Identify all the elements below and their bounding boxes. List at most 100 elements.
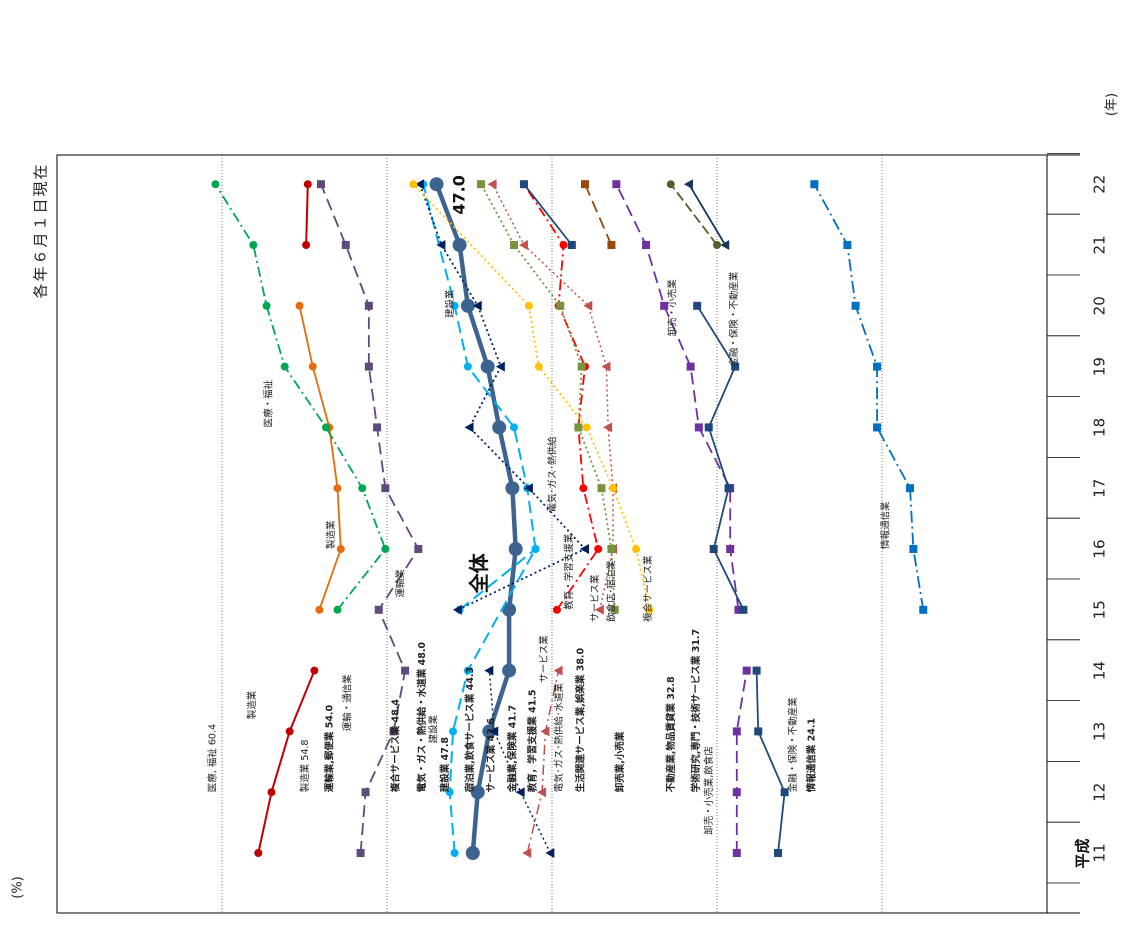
data-point <box>341 241 350 249</box>
data-point <box>660 301 669 310</box>
series-line <box>458 548 537 611</box>
series-finance2 <box>519 180 576 249</box>
data-point <box>534 362 543 371</box>
series-label: 医療・福祉 <box>263 379 275 427</box>
series-label: 卸売業,小売業 <box>614 731 626 792</box>
data-point <box>460 298 475 313</box>
data-point <box>774 849 783 857</box>
data-point <box>601 361 611 372</box>
data-point <box>249 241 258 249</box>
series-line <box>434 183 518 854</box>
year-tick-label: 14 <box>1091 661 1109 680</box>
data-point <box>510 423 519 432</box>
series-line <box>523 183 573 246</box>
series-service <box>522 665 563 858</box>
data-point <box>381 484 390 493</box>
data-point <box>480 359 495 374</box>
data-point <box>262 301 271 310</box>
series-label: 複合サービス業 <box>642 555 654 622</box>
year-tick-label: 20 <box>1091 296 1109 315</box>
data-point <box>470 785 485 800</box>
data-point <box>508 542 523 556</box>
series-line <box>488 670 552 854</box>
data-point <box>336 545 345 553</box>
data-point <box>358 484 367 493</box>
data-point <box>873 423 882 432</box>
data-point <box>732 788 741 797</box>
data-point <box>843 241 852 249</box>
data-point <box>484 665 494 676</box>
data-point <box>754 727 763 736</box>
series-label: 建設業 47.8 <box>439 737 451 794</box>
series-label: 建設業 <box>428 715 440 744</box>
data-point <box>302 241 311 249</box>
year-tick-label: 17 <box>1091 479 1109 498</box>
data-point <box>415 179 424 190</box>
data-point <box>579 484 588 493</box>
data-point <box>477 180 486 189</box>
data-point <box>632 545 641 553</box>
series-medical <box>211 180 390 614</box>
series-finance_new <box>693 301 748 614</box>
data-point <box>452 238 467 252</box>
overall-label: 全体 <box>467 552 491 594</box>
data-point <box>603 422 613 433</box>
series-manufacturing_mid <box>295 301 345 614</box>
data-point <box>732 727 741 736</box>
series-label: 宿泊業,飲食サービス業 44.3 <box>464 667 476 792</box>
series-manufacturing <box>302 180 312 249</box>
series-label: 複合サービス業 48.4 <box>390 699 402 794</box>
data-point <box>364 362 373 371</box>
series-label: 製造業 54.8 <box>299 740 311 793</box>
data-point <box>254 849 263 857</box>
series-label: 運輸業 <box>395 569 407 598</box>
series-label: 電気･ガス･熱供給･水道業 <box>553 682 565 792</box>
data-point <box>450 849 459 857</box>
data-point <box>465 846 480 860</box>
data-point <box>693 301 702 310</box>
series-wholesale_old <box>732 666 751 857</box>
data-point <box>267 788 276 797</box>
data-point <box>315 605 324 614</box>
year-tick-label: 11 <box>1091 843 1109 862</box>
year-tick-label: 15 <box>1091 600 1109 619</box>
data-point <box>429 177 444 192</box>
data-point <box>537 787 547 798</box>
series-line <box>305 184 309 246</box>
data-point <box>489 726 499 737</box>
data-point <box>720 240 730 250</box>
data-point <box>295 301 304 310</box>
series-label: 情報通信業 <box>880 501 892 549</box>
series-label: 教育，学習支援業 41.5 <box>527 689 539 793</box>
series-transport <box>317 180 423 857</box>
series-label: 教育・学習支援業 <box>563 533 575 610</box>
series-label: 金融・保険・不動産業 <box>728 271 740 367</box>
data-point <box>445 788 454 797</box>
series-overall <box>429 177 523 860</box>
data-point <box>280 362 289 371</box>
data-point <box>409 180 418 189</box>
data-point <box>414 545 423 553</box>
data-point <box>361 788 370 797</box>
series-line <box>422 183 537 854</box>
data-point <box>333 605 342 614</box>
series-lifestyle <box>581 180 616 249</box>
data-point <box>597 484 606 493</box>
data-point <box>519 180 528 189</box>
data-point <box>724 484 733 493</box>
series-electric_new <box>415 179 589 615</box>
series-label: 金融業,保険業 41.7 <box>507 705 519 793</box>
year-tick-label: 22 <box>1091 175 1109 194</box>
series-electric <box>484 665 555 858</box>
data-point <box>582 423 591 432</box>
year-unit: (年) <box>1104 92 1120 117</box>
year-tick-label: 18 <box>1091 418 1109 437</box>
series-label: 卸売・小売業 <box>667 279 679 337</box>
data-point <box>583 300 593 311</box>
data-point <box>645 605 654 614</box>
data-point <box>567 241 576 249</box>
series-manufacturing_old <box>254 666 319 857</box>
series-line <box>523 183 600 611</box>
data-point <box>502 602 517 617</box>
series-label: 情報通信業 24.1 <box>805 718 817 793</box>
